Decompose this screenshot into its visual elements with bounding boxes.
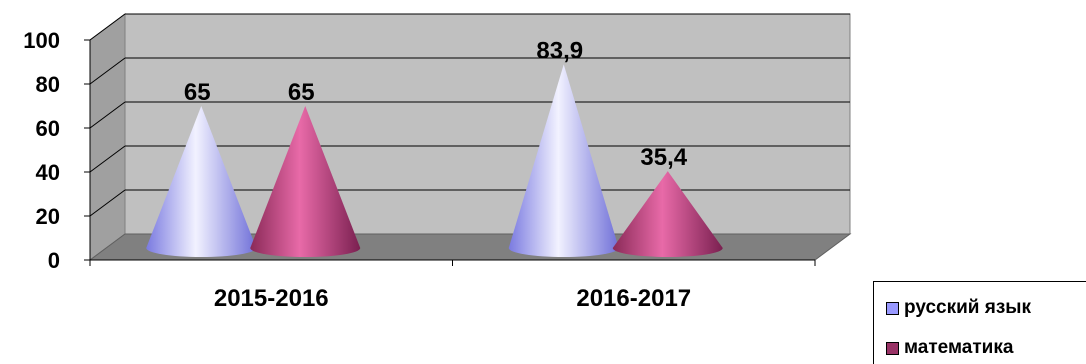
cone [508, 64, 619, 257]
cone-body [146, 106, 257, 257]
cones [146, 64, 723, 257]
legend-item-russian: русский язык [886, 297, 1031, 319]
cone-body [508, 64, 619, 257]
legend-swatch-russian [886, 301, 899, 315]
y-tick-label: 40 [36, 160, 60, 185]
gridline-side [89, 13, 126, 41]
data-label: 65 [288, 79, 315, 106]
legend-item-math: математика [886, 337, 1013, 359]
gridline-side [89, 101, 126, 129]
y-tick-label: 80 [36, 72, 60, 97]
legend: русский язык математика [873, 281, 1086, 364]
y-tick-label: 100 [23, 28, 60, 53]
cone-body [612, 171, 723, 257]
cone [612, 171, 723, 257]
data-label: 83,9 [536, 37, 583, 64]
data-labels: 65 65 83,9 35,4 [184, 37, 688, 171]
gridline-side [89, 145, 126, 173]
gridline-side [89, 57, 126, 85]
legend-label-russian: русский язык [904, 297, 1031, 318]
y-axis: 0 20 40 60 80 100 [23, 28, 91, 273]
data-label: 65 [184, 79, 211, 106]
y-tick-label: 0 [48, 248, 60, 273]
x-tick-label: 2015-2016 [214, 285, 329, 312]
y-tick-label: 20 [36, 204, 60, 229]
cone [146, 106, 257, 257]
legend-swatch-math [886, 341, 899, 355]
gridline-side [89, 189, 126, 217]
y-tick-label: 60 [36, 116, 60, 141]
x-tick-label: 2016-2017 [576, 285, 691, 312]
legend-label-math: математика [904, 337, 1014, 358]
cone [250, 106, 361, 257]
gridlines [89, 13, 850, 217]
x-axis: 2015-2016 2016-2017 [89, 259, 816, 312]
chart-side-wall [89, 13, 126, 261]
cone-body [250, 106, 361, 257]
data-label: 35,4 [640, 144, 687, 171]
